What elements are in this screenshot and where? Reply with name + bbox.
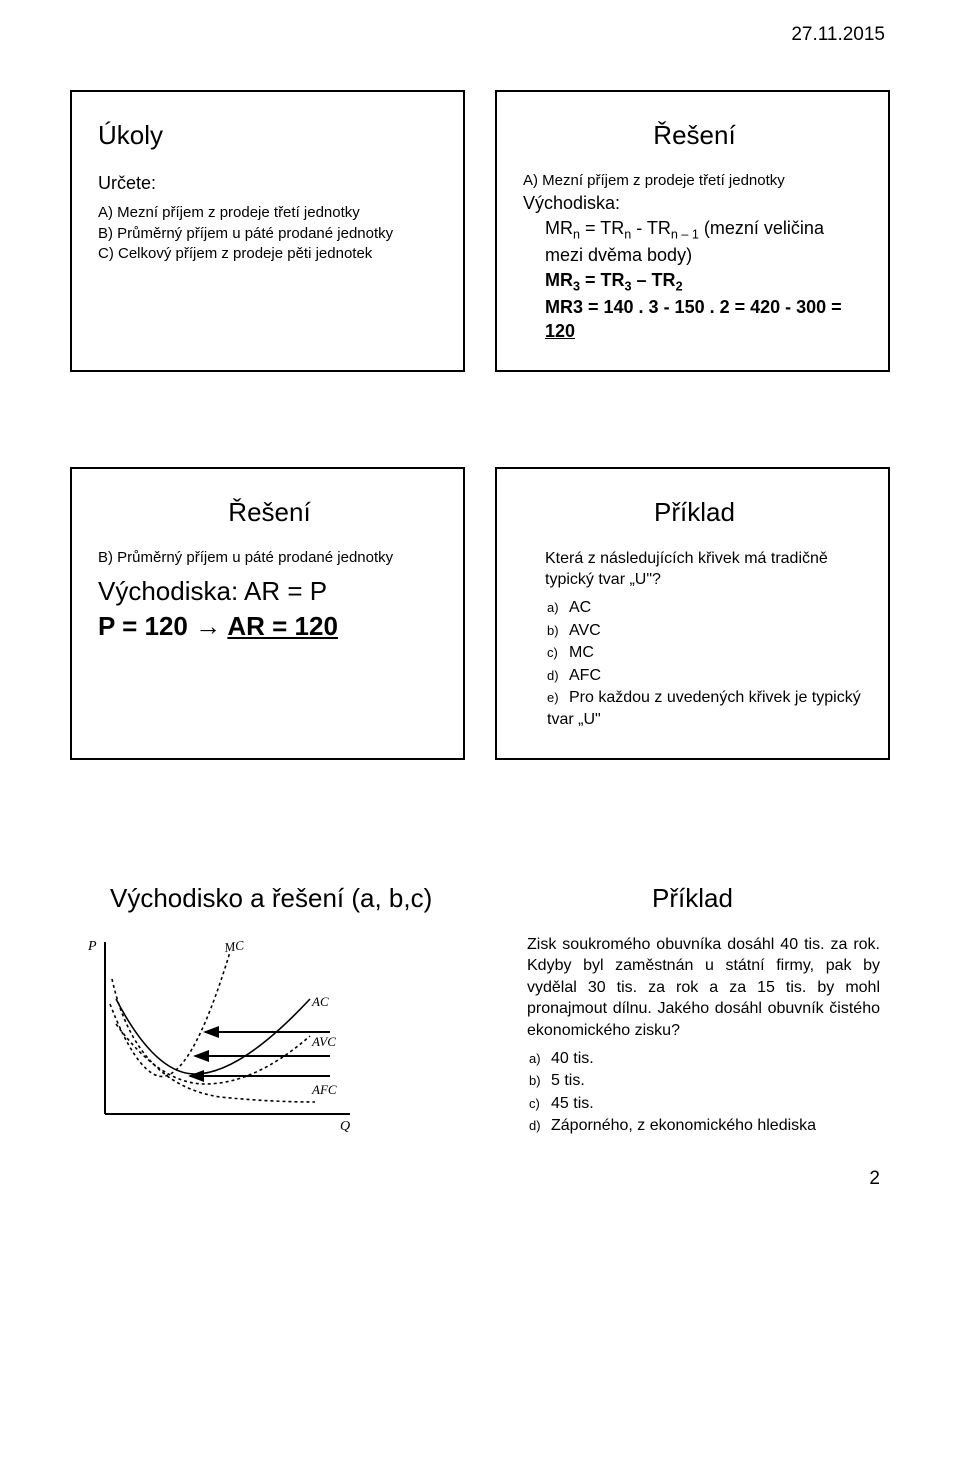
opt-d: Záporného, z ekonomického hlediska bbox=[551, 1117, 816, 1134]
cost-curves-chart: P Q MC AC AVC AFC bbox=[80, 934, 455, 1141]
box-priklad-1: Příklad Která z následujících křivek má … bbox=[495, 467, 890, 760]
lead: Určete: bbox=[98, 171, 441, 195]
line: P = 120 → AR = 120 bbox=[98, 609, 441, 644]
box-title: Příklad bbox=[505, 881, 880, 916]
options: a)40 tis. b)5 tis. c)45 tis. d)Záporného… bbox=[505, 1048, 880, 1137]
formula-mr3: MR3 = TR3 – TR2 bbox=[523, 268, 866, 296]
row-3: Východisko a řešení (a, b,c) P Q MC AC AVC AF… bbox=[70, 855, 890, 1167]
line: Východiska: AR = P bbox=[98, 574, 441, 609]
row-1: Úkoly Určete: A) Mezní příjem z prodeje … bbox=[70, 90, 890, 372]
svg-text:MC: MC bbox=[222, 937, 245, 955]
chart-svg: P Q MC AC AVC AFC bbox=[80, 934, 380, 1134]
box-title: Řešení bbox=[98, 495, 441, 530]
page: 27.11.2015 Úkoly Určete: A) Mezní příjem… bbox=[0, 0, 960, 1196]
box-reseni-b: Řešení B) Průměrný příjem u páté prodané… bbox=[70, 467, 465, 760]
svg-text:P: P bbox=[87, 939, 97, 954]
page-date: 27.11.2015 bbox=[791, 24, 885, 46]
opt-e: Pro každou z uvedených křivek je typický… bbox=[547, 689, 861, 728]
box-chart: Východisko a řešení (a, b,c) P Q MC AC AVC AF… bbox=[70, 855, 465, 1167]
question: Která z následujících křivek má tradičně… bbox=[523, 548, 866, 591]
line: A) Mezní příjem z prodeje třetí jednotky bbox=[523, 171, 866, 191]
page-number: 2 bbox=[869, 1168, 880, 1190]
item-c: C) Celkový příjem z prodeje pěti jednote… bbox=[98, 244, 441, 264]
options: a)AC b)AVC c)MC d)AFC e)Pro každou z uve… bbox=[523, 597, 866, 731]
box-ukoly: Úkoly Určete: A) Mezní příjem z prodeje … bbox=[70, 90, 465, 372]
opt-b: 5 tis. bbox=[551, 1072, 585, 1089]
question: Zisk soukromého obuvníka dosáhl 40 tis. … bbox=[505, 934, 880, 1042]
box-priklad-2: Příklad Zisk soukromého obuvníka dosáhl … bbox=[495, 855, 890, 1167]
svg-text:AVC: AVC bbox=[311, 1034, 336, 1049]
opt-c: MC bbox=[569, 644, 594, 661]
opt-c: 45 tis. bbox=[551, 1095, 594, 1112]
box-title: Východisko a řešení (a, b,c) bbox=[110, 881, 455, 916]
formula-mrn: MRn = TRn - TRn – 1 (mezní veličina mezi… bbox=[523, 216, 866, 268]
line: Východiska: bbox=[523, 191, 866, 215]
svg-text:Q: Q bbox=[340, 1119, 350, 1134]
box-title: Úkoly bbox=[98, 118, 441, 153]
opt-a: AC bbox=[569, 599, 591, 616]
box-title: Řešení bbox=[523, 118, 866, 153]
box-title: Příklad bbox=[523, 495, 866, 530]
svg-text:AC: AC bbox=[311, 994, 329, 1009]
item-a: A) Mezní příjem z prodeje třetí jednotky bbox=[98, 203, 441, 223]
row-2: Řešení B) Průměrný příjem u páté prodané… bbox=[70, 467, 890, 760]
box-reseni-a: Řešení A) Mezní příjem z prodeje třetí j… bbox=[495, 90, 890, 372]
item-b: B) Průměrný příjem u páté prodané jednot… bbox=[98, 224, 441, 244]
svg-text:AFC: AFC bbox=[311, 1082, 337, 1097]
opt-d: AFC bbox=[569, 667, 601, 684]
opt-a: 40 tis. bbox=[551, 1050, 594, 1067]
line: B) Průměrný příjem u páté prodané jednot… bbox=[98, 548, 441, 568]
opt-b: AVC bbox=[569, 622, 601, 639]
formula-result: MR3 = 140 . 3 - 150 . 2 = 420 - 300 = 12… bbox=[523, 295, 866, 344]
